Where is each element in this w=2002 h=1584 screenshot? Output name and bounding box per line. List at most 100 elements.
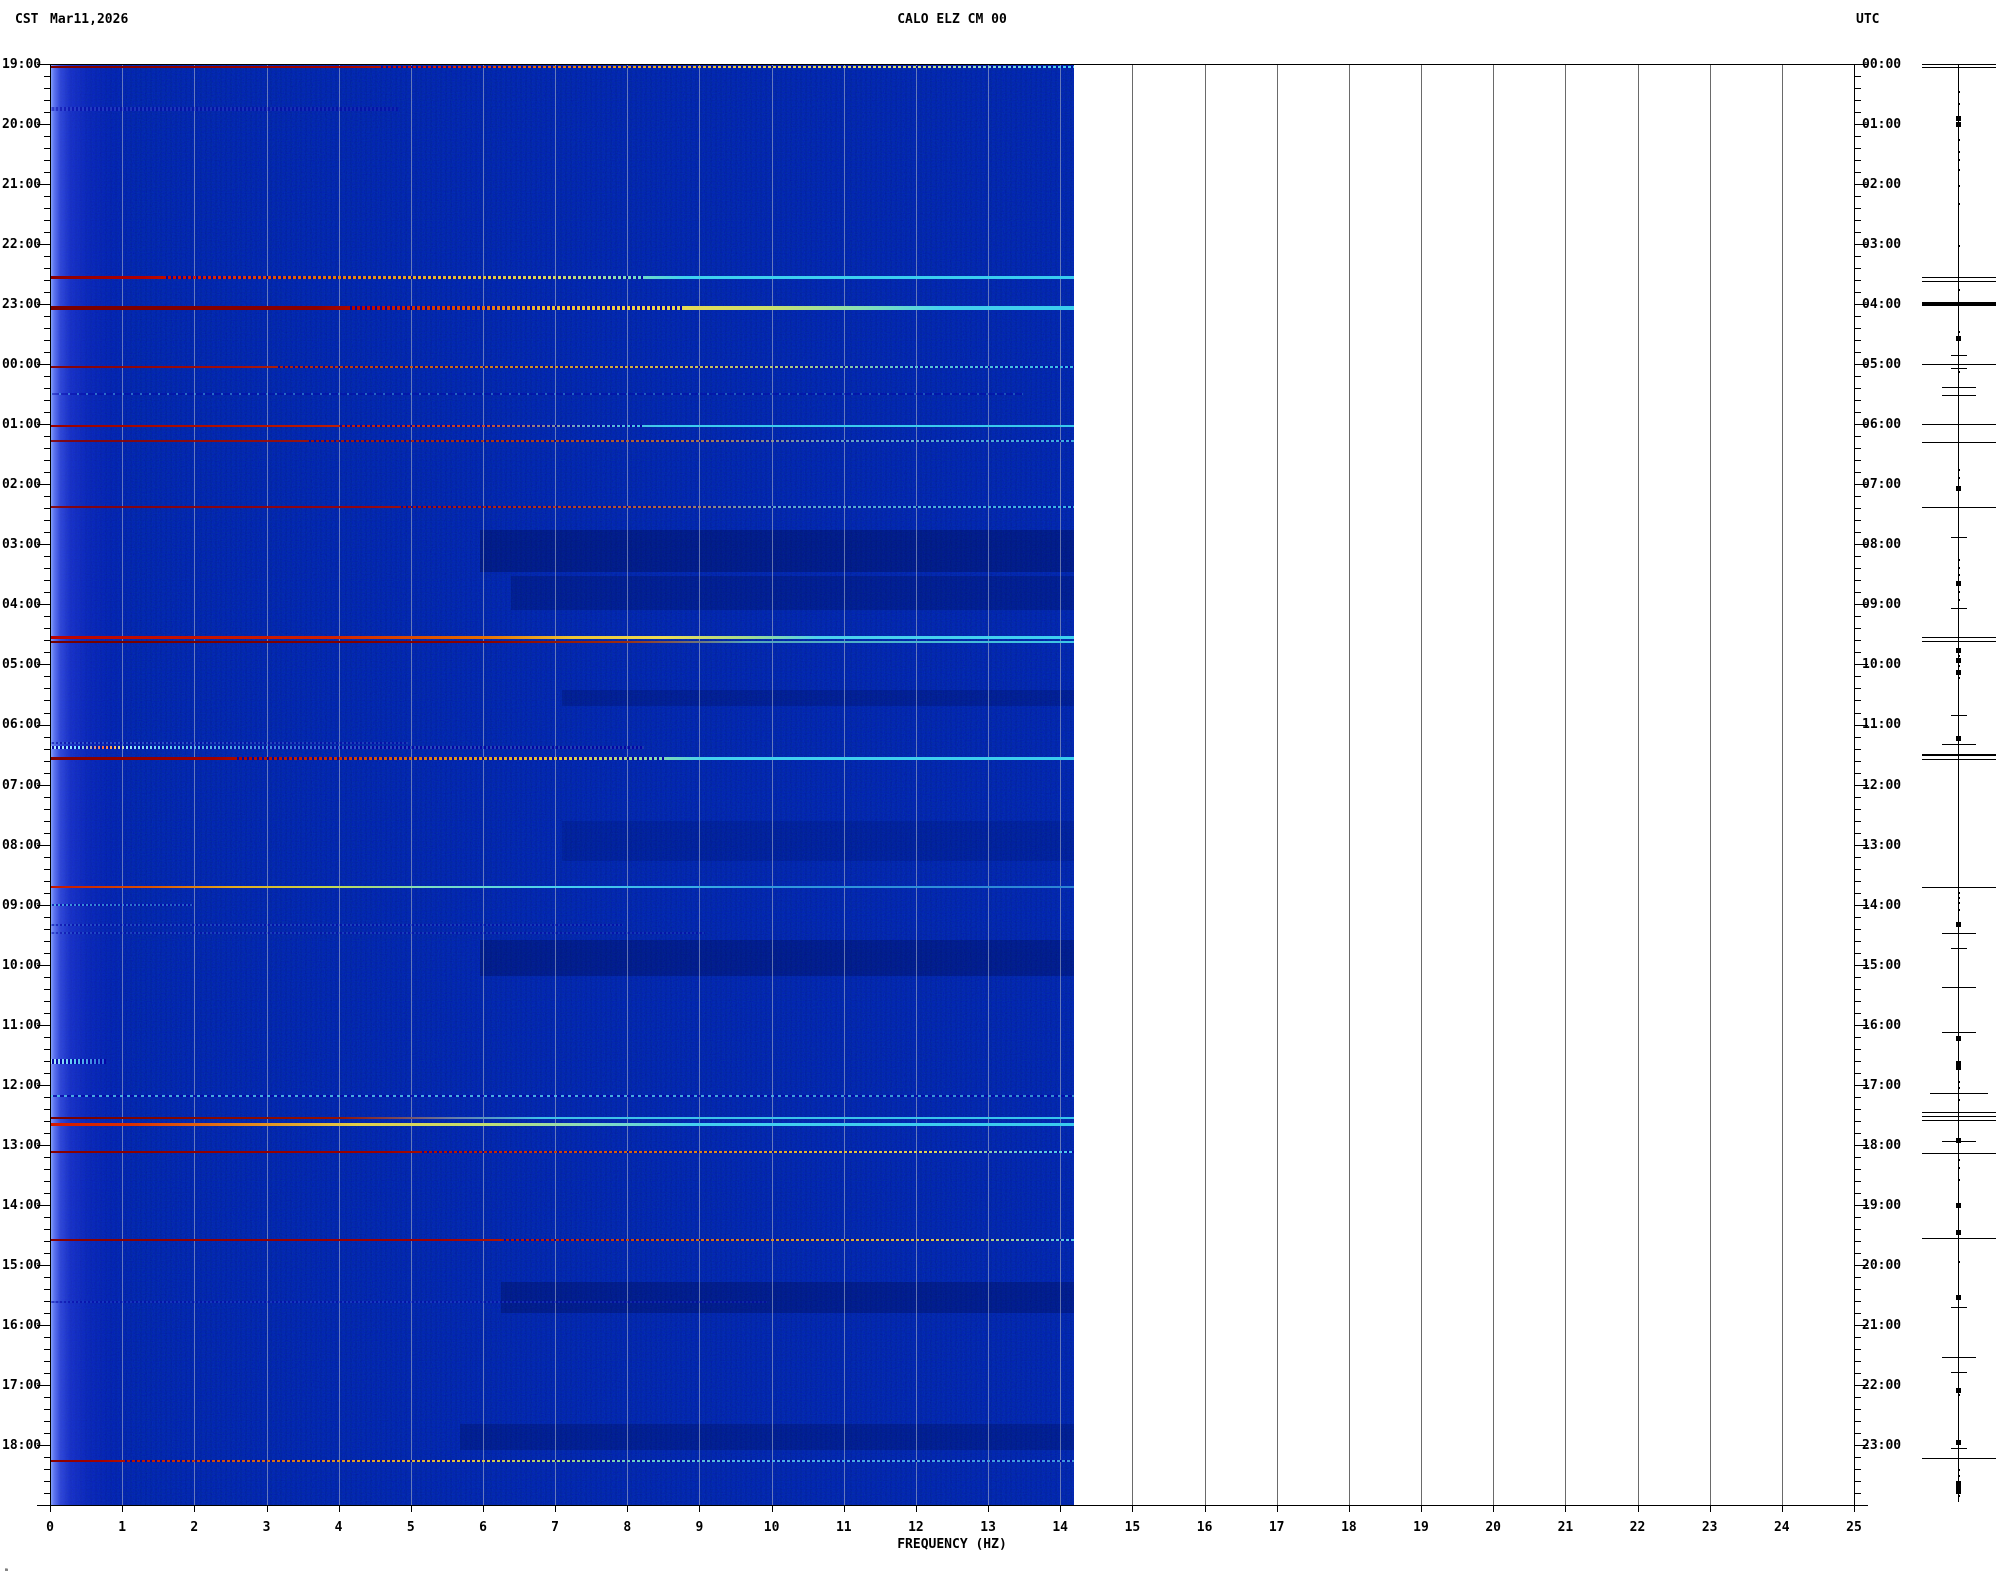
event-line-dash-pattern [398, 506, 1074, 509]
left-time-label: 11:00 [2, 1018, 42, 1033]
trace-mark [1921, 886, 1996, 888]
trace-mark [1929, 1092, 1988, 1094]
grid-line [915, 65, 917, 1505]
trace-mark [1941, 1031, 1976, 1033]
freq-tick [410, 1506, 412, 1512]
trace-mark [1941, 1356, 1976, 1358]
trace-mark [1957, 371, 1960, 373]
event-line-dash-pattern [162, 275, 644, 279]
event-line-dash-pattern [234, 756, 665, 760]
left-axis-tick [44, 676, 50, 678]
trace-mark [1950, 354, 1967, 356]
grid-line [410, 65, 412, 1505]
right-axis-tick [1855, 1216, 1861, 1218]
left-time-label: 06:00 [2, 717, 42, 732]
trace-mark [1921, 66, 1996, 68]
right-axis-tick [1855, 328, 1861, 330]
right-axis-tick [1855, 88, 1861, 89]
freq-tick-label: 7 [551, 1520, 559, 1535]
grid-line [988, 65, 990, 1505]
trace-mark [1950, 1306, 1967, 1308]
trace-mark [1956, 1229, 1961, 1235]
right-axis-tick [1855, 940, 1861, 942]
event-line-dash-pattern [50, 1301, 767, 1304]
left-axis-tick [37, 904, 50, 906]
trace-mark [1950, 1371, 1967, 1373]
left-axis-tick [37, 1505, 50, 1506]
left-time-label: 22:00 [2, 237, 42, 252]
right-axis-tick [1855, 316, 1861, 318]
left-axis-tick [44, 1072, 50, 1074]
left-axis-tick [44, 1396, 50, 1398]
trace-mark [1921, 1457, 1996, 1459]
right-time-label: 16:00 [1862, 1018, 1902, 1033]
left-axis-tick [44, 400, 50, 402]
left-axis-tick [44, 856, 50, 858]
grid-line [627, 65, 629, 1505]
freq-tick [1781, 1506, 1783, 1512]
event-line [50, 924, 623, 926]
left-axis-tick [44, 868, 50, 870]
left-axis-tick [44, 616, 50, 618]
trace-mark [1956, 647, 1961, 653]
grid-line [1060, 65, 1062, 1505]
event-line [50, 1059, 106, 1065]
left-axis-tick [44, 1493, 50, 1494]
right-axis-tick [1855, 856, 1861, 858]
right-axis-tick [1855, 1276, 1861, 1278]
spectral-shadow-band [501, 1282, 1074, 1313]
right-axis-tick [1855, 1108, 1861, 1110]
freq-tick [1204, 1506, 1206, 1512]
trace-mark [1956, 1484, 1961, 1490]
left-axis-tick [44, 1240, 50, 1242]
left-axis-tick [37, 484, 50, 486]
left-axis-tick [44, 388, 50, 390]
trace-mark [1956, 121, 1961, 127]
left-axis-tick [37, 1024, 50, 1026]
event-line-dash-pattern [50, 107, 398, 111]
left-axis-tick [44, 1276, 50, 1278]
grid-line [843, 65, 845, 1505]
right-axis-tick [1855, 928, 1861, 930]
grid-line [1204, 65, 1206, 1505]
left-axis-tick [37, 544, 50, 546]
left-axis-tick [44, 832, 50, 834]
trace-mark [1956, 1439, 1961, 1445]
left-axis-tick [44, 220, 50, 222]
right-axis-tick [1855, 724, 1868, 726]
left-axis-tick [37, 964, 50, 966]
right-axis-tick [1855, 1228, 1861, 1230]
right-axis-tick [1855, 1240, 1861, 1242]
right-axis-tick [1855, 640, 1861, 642]
top-axis-line [50, 64, 1855, 65]
right-axis-tick [1855, 1012, 1861, 1014]
freq-tick-label: 12 [908, 1520, 924, 1535]
right-axis-tick [1855, 124, 1868, 125]
event-line [50, 641, 1074, 644]
trace-mark [1957, 139, 1960, 141]
left-axis-tick [44, 772, 50, 774]
right-time-label: 13:00 [1862, 838, 1902, 853]
left-time-label: 00:00 [2, 357, 42, 372]
right-axis-tick [1855, 1144, 1868, 1146]
right-time-label: 17:00 [1862, 1078, 1902, 1093]
right-axis-tick [1855, 1312, 1861, 1314]
freq-tick-label: 2 [190, 1520, 199, 1535]
freq-tick [843, 1506, 845, 1512]
grid-line [1421, 65, 1422, 1505]
left-time-label: 17:00 [2, 1378, 42, 1393]
right-axis-tick [1855, 700, 1861, 702]
grid-line [1276, 65, 1278, 1505]
event-line-dash-pattern [346, 306, 685, 311]
right-axis-tick [1855, 1433, 1861, 1434]
right-axis-tick [1855, 880, 1861, 882]
freq-tick-label: 22 [1629, 1520, 1646, 1535]
left-axis-tick [44, 196, 50, 198]
trace-mark [1950, 947, 1967, 949]
left-axis-tick [44, 1036, 50, 1038]
trace-mark [1957, 1261, 1960, 1263]
trace-mark [1956, 657, 1961, 663]
freq-tick-label: 10 [763, 1520, 780, 1535]
trace-mark [1957, 1469, 1960, 1471]
freq-tick [1637, 1506, 1639, 1512]
